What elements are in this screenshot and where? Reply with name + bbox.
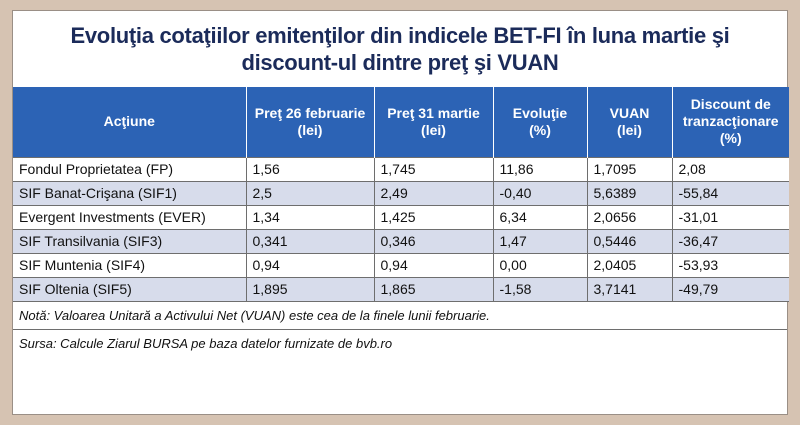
- cell-discount: 2,08: [671, 156, 789, 182]
- cell-action: SIF Transilvania (SIF3): [13, 228, 247, 254]
- cell-price-feb: 2,5: [245, 180, 375, 206]
- title-line-1: Evoluţia cotaţiilor emitenţilor din indi…: [70, 23, 730, 48]
- source-line: Sursa: Calcule Ziarul BURSA pe baza date…: [19, 335, 393, 351]
- cell-action: SIF Oltenia (SIF5): [13, 276, 247, 302]
- cell-evolution: 0,00: [492, 252, 588, 278]
- header-row: Acţiune Preţ 26 februarie (lei) Preţ 31 …: [13, 87, 789, 157]
- cell-action: SIF Muntenia (SIF4): [13, 252, 247, 278]
- cell-price-feb: 0,341: [245, 228, 375, 254]
- table-title: Evoluţia cotaţiilor emitenţilor din indi…: [13, 11, 787, 87]
- header-evolution: Evoluţie (%): [493, 87, 588, 157]
- cell-vuan: 2,0405: [586, 252, 673, 278]
- cell-price-mar: 1,865: [373, 276, 494, 302]
- footnote: Notă: Valoarea Unitară a Activului Net (…: [13, 302, 787, 330]
- cell-vuan: 0,5446: [586, 228, 673, 254]
- cell-discount: -53,93: [671, 252, 789, 278]
- cell-price-feb: 1,34: [245, 204, 375, 230]
- cell-action: SIF Banat-Crişana (SIF1): [13, 180, 247, 206]
- header-vuan: VUAN (lei): [587, 87, 673, 157]
- table-row: Evergent Investments (EVER) 1,34 1,425 6…: [13, 204, 789, 230]
- header-price-mar: Preţ 31 martie (lei): [374, 87, 494, 157]
- header-action: Acţiune: [13, 87, 247, 157]
- header-discount: Discount de tranzacţionare (%): [672, 87, 789, 157]
- cell-price-mar: 1,745: [373, 156, 494, 182]
- table-card: Evoluţia cotaţiilor emitenţilor din indi…: [12, 10, 789, 415]
- cell-price-mar: 0,94: [373, 252, 494, 278]
- cell-evolution: 6,34: [492, 204, 588, 230]
- cell-vuan: 5,6389: [586, 180, 673, 206]
- cell-action: Fondul Proprietatea (FP): [13, 156, 247, 182]
- quotes-table: Acţiune Preţ 26 februarie (lei) Preţ 31 …: [13, 87, 789, 302]
- cell-price-mar: 1,425: [373, 204, 494, 230]
- title-line-2: discount-ul dintre preţ şi VUAN: [241, 50, 559, 75]
- table-row: SIF Banat-Crişana (SIF1) 2,5 2,49 -0,40 …: [13, 180, 789, 206]
- cell-discount: -49,79: [671, 276, 789, 302]
- cell-vuan: 1,7095: [586, 156, 673, 182]
- cell-evolution: -1,58: [492, 276, 588, 302]
- cell-discount: -55,84: [671, 180, 789, 206]
- cell-price-feb: 1,56: [245, 156, 375, 182]
- cell-price-mar: 0,346: [373, 228, 494, 254]
- cell-price-mar: 2,49: [373, 180, 494, 206]
- cell-price-feb: 0,94: [245, 252, 375, 278]
- table-row: SIF Oltenia (SIF5) 1,895 1,865 -1,58 3,7…: [13, 276, 789, 302]
- cell-vuan: 3,7141: [586, 276, 673, 302]
- cell-discount: -36,47: [671, 228, 789, 254]
- cell-evolution: 11,86: [492, 156, 588, 182]
- cell-discount: -31,01: [671, 204, 789, 230]
- cell-action: Evergent Investments (EVER): [13, 204, 247, 230]
- cell-evolution: 1,47: [492, 228, 588, 254]
- table-row: SIF Transilvania (SIF3) 0,341 0,346 1,47…: [13, 228, 789, 254]
- header-price-feb: Preţ 26 februarie (lei): [246, 87, 375, 157]
- cell-vuan: 2,0656: [586, 204, 673, 230]
- cell-evolution: -0,40: [492, 180, 588, 206]
- table-row: Fondul Proprietatea (FP) 1,56 1,745 11,8…: [13, 156, 789, 182]
- cell-price-feb: 1,895: [245, 276, 375, 302]
- table-row: SIF Muntenia (SIF4) 0,94 0,94 0,00 2,040…: [13, 252, 789, 278]
